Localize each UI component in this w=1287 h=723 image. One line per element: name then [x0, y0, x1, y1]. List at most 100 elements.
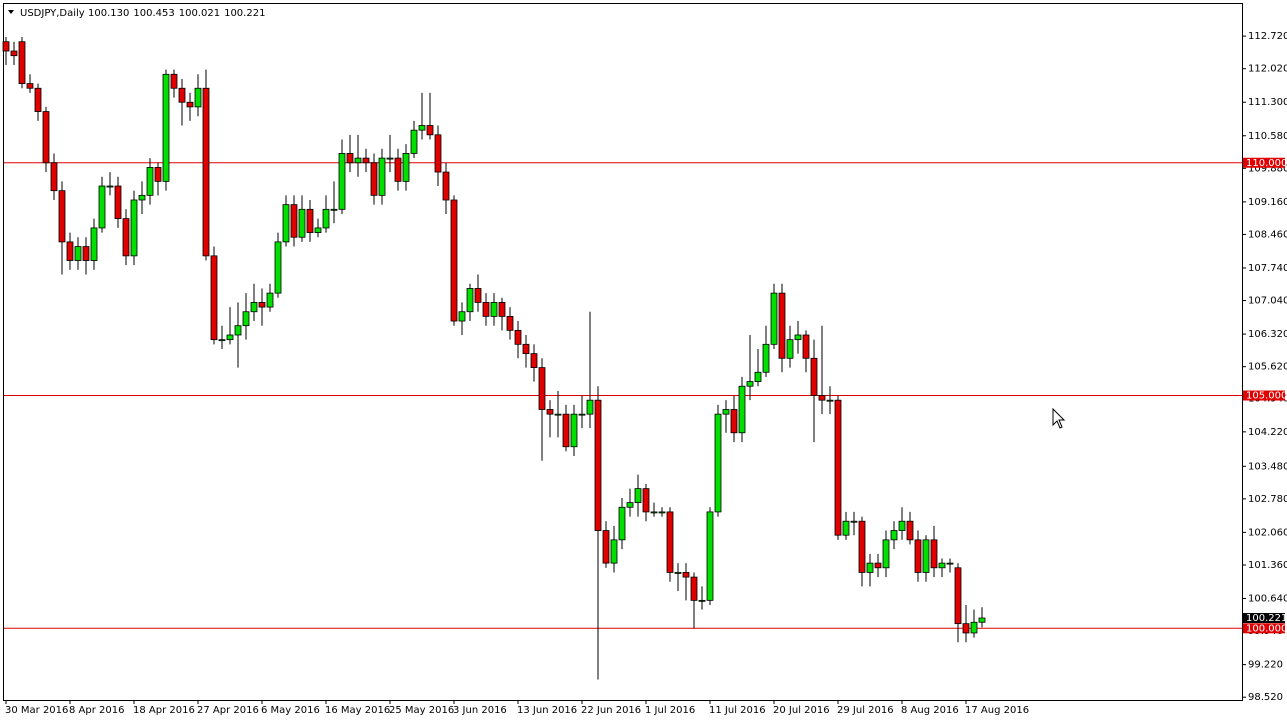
- candle-body: [562, 413, 570, 448]
- candle-body: [786, 339, 794, 359]
- x-tick-label: 30 Mar 2016: [5, 705, 68, 716]
- candle-body: [114, 185, 122, 220]
- menu-arrow[interactable]: [8, 10, 14, 14]
- candle-body: [34, 87, 42, 112]
- candle-body: [242, 311, 250, 327]
- x-tick-label: 11 Jul 2016: [709, 705, 766, 716]
- candle-body: [506, 315, 514, 331]
- candle-body: [306, 208, 314, 233]
- candle-body: [106, 185, 114, 188]
- y-tick-label: 102.060: [1248, 527, 1287, 538]
- x-tick-label: 16 May 2016: [325, 705, 390, 716]
- header-value: 100.130: [88, 8, 129, 19]
- candle-body: [178, 87, 186, 103]
- candle-body: [634, 488, 642, 504]
- candle-body: [266, 292, 274, 308]
- candle-body: [210, 255, 218, 341]
- candle-body: [618, 506, 626, 541]
- y-tick-label: 112.720: [1248, 31, 1287, 42]
- y-tick-label: 106.320: [1248, 329, 1287, 340]
- candle-body: [642, 488, 650, 513]
- candle-body: [330, 208, 338, 211]
- x-tick-label: 8 Aug 2016: [901, 705, 959, 716]
- candle-body: [930, 539, 938, 569]
- candle-body: [842, 520, 850, 536]
- candle-body: [58, 190, 66, 243]
- y-tick-label: 108.460: [1248, 229, 1287, 240]
- candle-body: [458, 311, 466, 322]
- candle-body: [834, 399, 842, 536]
- candle-body: [802, 334, 810, 359]
- y-tick-label: 109.160: [1248, 197, 1287, 208]
- candle-body: [850, 520, 858, 523]
- candle-body: [514, 329, 522, 345]
- y-tick-label: 109.880: [1248, 163, 1287, 174]
- candle-body: [482, 302, 490, 317]
- level-label-box: [1243, 157, 1285, 168]
- y-tick-label: 100.640: [1248, 594, 1287, 605]
- candle-body: [586, 399, 594, 415]
- candle-body: [290, 204, 298, 238]
- candle-body: [2, 41, 10, 52]
- candle-body: [698, 599, 706, 602]
- candle-body: [162, 73, 170, 182]
- candle-body: [938, 562, 946, 569]
- y-tick-label: 107.040: [1248, 296, 1287, 307]
- x-tick-label: 29 Jul 2016: [837, 705, 894, 716]
- header-value: 100.453: [133, 8, 174, 19]
- candle-body: [906, 520, 914, 541]
- candle-body: [10, 50, 18, 57]
- x-tick-label: 17 Aug 2016: [965, 705, 1029, 716]
- candle-body: [346, 153, 354, 164]
- candle-body: [442, 171, 450, 201]
- chart-title: USDJPY,Daily: [20, 8, 85, 19]
- candle-body: [882, 539, 890, 569]
- candle-body: [666, 511, 674, 573]
- x-tick-label: 1 Jul 2016: [645, 705, 695, 716]
- candle-body: [314, 227, 322, 233]
- candle-body: [978, 617, 986, 623]
- candle-body: [722, 409, 730, 415]
- candle-body: [730, 409, 738, 434]
- candle-body: [274, 241, 282, 294]
- x-tick-label: 22 Jun 2016: [581, 705, 641, 716]
- plot: [2, 37, 1242, 680]
- candle-body: [258, 302, 266, 308]
- candle-body: [250, 302, 258, 313]
- candle-body: [338, 153, 346, 210]
- candle-body: [474, 288, 482, 303]
- candle-body: [98, 185, 106, 229]
- candle-body: [450, 199, 458, 322]
- candle-body: [914, 539, 922, 573]
- candle-body: [626, 502, 634, 508]
- candle-body: [570, 413, 578, 448]
- candle-body: [762, 343, 770, 373]
- header-values: 100.130 100.453 100.021 100.221: [88, 8, 265, 19]
- y-tick-label: 99.220: [1248, 660, 1283, 671]
- candle-body: [426, 125, 434, 136]
- candle-body: [674, 572, 682, 574]
- candle-body: [298, 208, 306, 238]
- candle-body: [130, 199, 138, 257]
- candle-body: [194, 87, 202, 108]
- price-label-box: [1243, 613, 1285, 624]
- candle-body: [602, 530, 610, 564]
- candle-body: [706, 511, 714, 601]
- x-tick-label: 18 Apr 2016: [133, 705, 195, 716]
- header-value: 100.221: [224, 8, 265, 19]
- candle-body: [754, 371, 762, 382]
- level-label-box: [1243, 623, 1285, 634]
- candle-body: [546, 409, 554, 415]
- candle-body: [362, 157, 370, 164]
- candle-body: [794, 334, 802, 341]
- candle-body: [402, 153, 410, 182]
- candle-body: [370, 162, 378, 196]
- candle-body: [154, 167, 162, 182]
- candle-body: [394, 157, 402, 182]
- candle-body: [810, 357, 818, 396]
- candle-body: [522, 343, 530, 355]
- candle-body: [490, 302, 498, 317]
- y-tick-label: 104.220: [1248, 427, 1287, 438]
- y-tick-label: 105.620: [1248, 362, 1287, 373]
- candle-body: [578, 413, 586, 416]
